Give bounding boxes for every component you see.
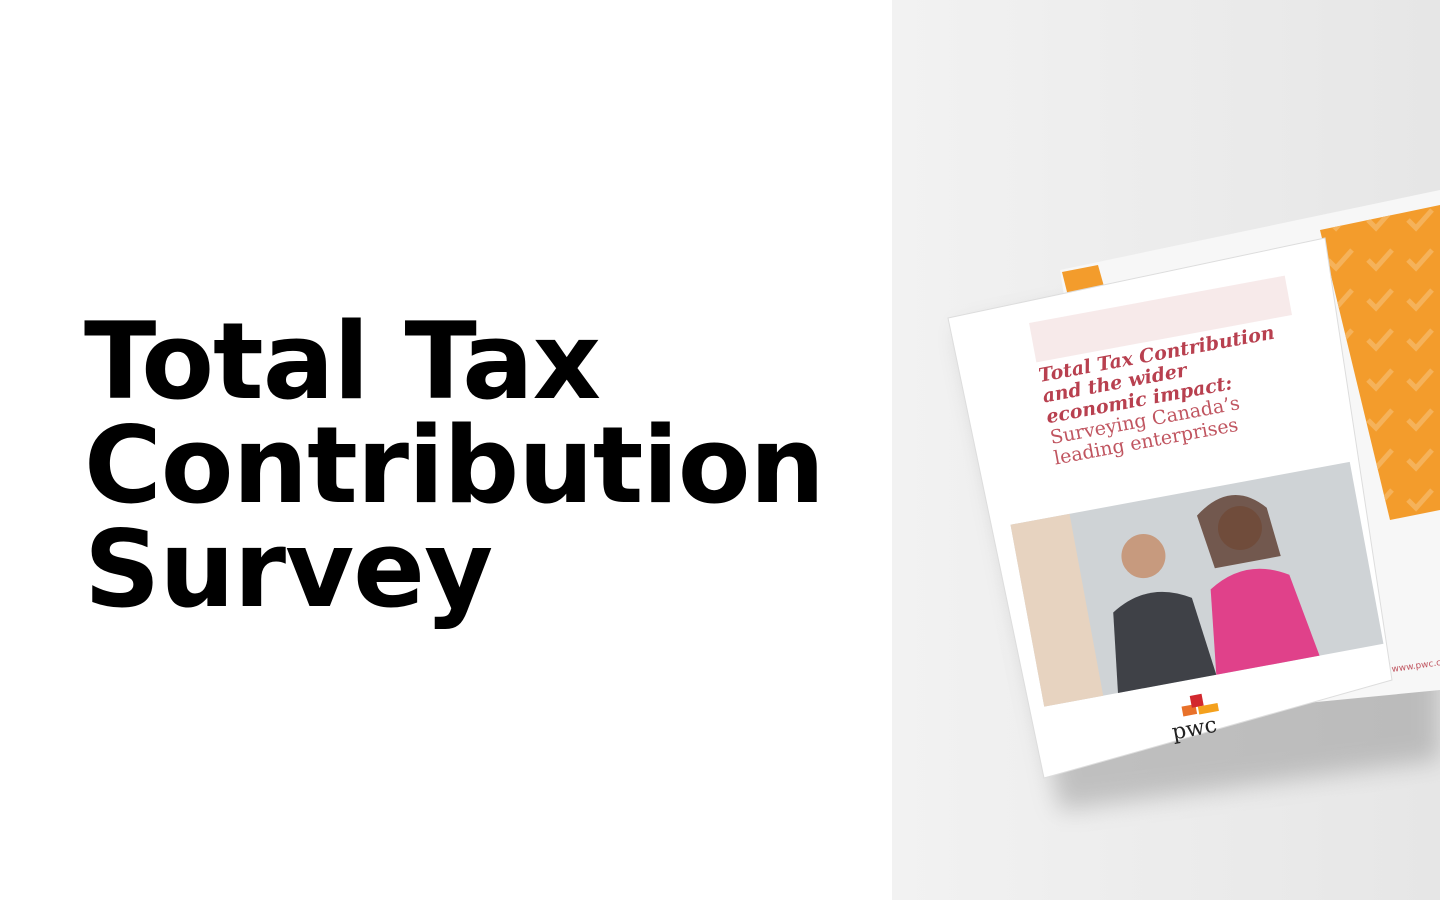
logo-block xyxy=(1189,693,1204,708)
cover-content: Total Tax Contribution and the wider eco… xyxy=(1010,275,1384,746)
person-shirt xyxy=(1210,568,1320,675)
check-pattern xyxy=(1320,205,1440,520)
hero-title: Total Tax Contribution Survey xyxy=(84,300,825,631)
person-suit xyxy=(1113,591,1217,693)
photo-bg xyxy=(1010,513,1104,707)
person-head xyxy=(1121,534,1166,579)
title-line: Survey xyxy=(84,508,493,631)
blurred-text xyxy=(1029,275,1293,363)
logo-block xyxy=(1197,703,1219,715)
title-line: Contribution xyxy=(84,404,825,527)
person-hair xyxy=(1196,495,1281,569)
title-line: Total Tax xyxy=(84,300,601,423)
